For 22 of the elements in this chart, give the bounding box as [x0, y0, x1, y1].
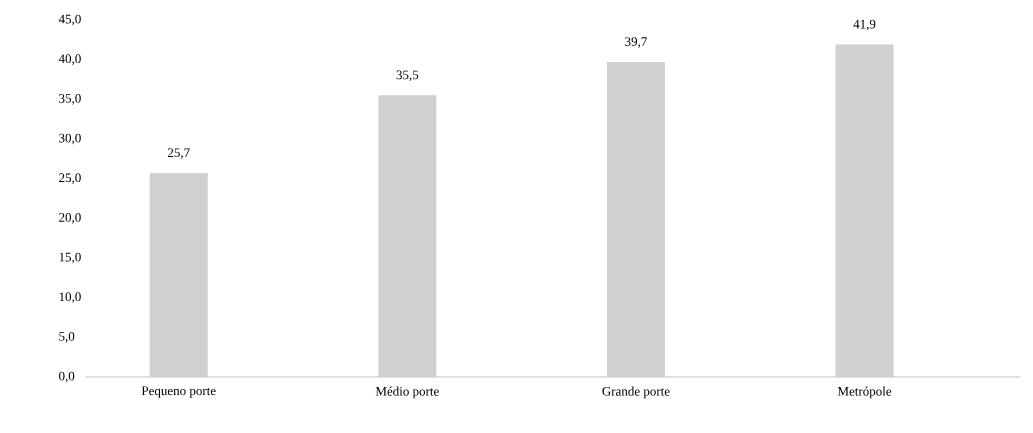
y-tick-label: 25,0 [59, 173, 81, 184]
bar [835, 44, 894, 377]
bar [606, 62, 665, 377]
y-tick-label: 10,0 [59, 292, 81, 303]
x-tick-label: Médio porte [375, 386, 439, 399]
x-tick-label: Pequeno porte [141, 386, 216, 398]
data-label: 35,5 [396, 70, 419, 82]
y-tick-label: 35,0 [59, 94, 81, 105]
x-tick-label: Grande porte [602, 386, 670, 399]
data-label: 41,9 [853, 19, 876, 31]
y-tick-label: 40,0 [58, 54, 81, 65]
x-tick-label: Metrópole [837, 386, 892, 399]
y-tick-label: 5,0 [59, 332, 75, 343]
y-tick-label: 0,0 [59, 371, 75, 383]
data-label: 39,7 [625, 37, 647, 48]
data-label: 25,7 [167, 148, 190, 159]
y-tick-label: 30,0 [59, 133, 81, 145]
y-tick-label: 15,0 [59, 252, 81, 264]
y-tick-label: 20,0 [59, 213, 81, 224]
y-tick-label: 45,0 [58, 14, 81, 26]
bar [378, 95, 437, 377]
bar [149, 173, 208, 377]
